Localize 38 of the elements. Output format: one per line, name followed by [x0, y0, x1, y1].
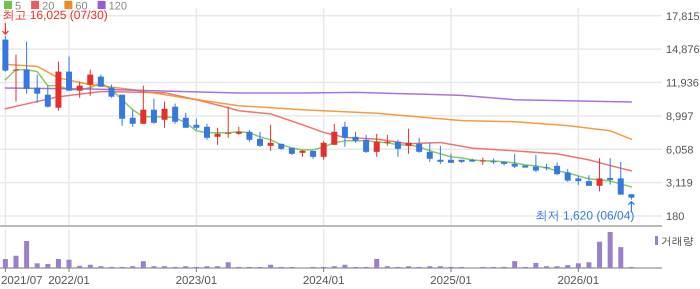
- x-tick-label: 2021/07: [1, 275, 43, 287]
- bar: [45, 264, 50, 268]
- x-tick-label: 2024/01: [302, 275, 344, 287]
- x-tick-label: 2025/01: [430, 275, 472, 287]
- legend-label: 거래량: [661, 236, 694, 248]
- bar: [608, 232, 613, 268]
- y-tick-label: 180: [666, 211, 684, 224]
- annotation: 최저 1,620 (06/04): [536, 208, 634, 223]
- bar: [576, 263, 581, 268]
- y-tick-label: 8,997: [666, 110, 694, 123]
- y-tick-label: 3,119: [666, 178, 693, 190]
- bar: [2, 259, 8, 268]
- bar: [597, 242, 602, 268]
- bar: [66, 260, 72, 268]
- bar: [24, 241, 30, 268]
- bar: [342, 264, 348, 268]
- x-tick-label: 2023/01: [176, 275, 218, 287]
- y-tick-label: 14,876: [666, 44, 700, 56]
- annotation: 최저 1,620 (06/04): [536, 200, 635, 223]
- bar: [140, 261, 146, 268]
- bar: [565, 265, 570, 268]
- y-tick-label: 11,936: [666, 78, 699, 90]
- bar: [533, 262, 538, 268]
- bar: [34, 263, 40, 268]
- bar: [512, 261, 518, 268]
- bar: [226, 262, 231, 268]
- y-tick-label: 6,058: [666, 144, 694, 156]
- bar: [88, 264, 93, 268]
- bar: [586, 262, 592, 268]
- bar: [374, 259, 380, 268]
- y-tick-label: 17,815: [666, 10, 700, 23]
- bar: [268, 264, 274, 268]
- legend-label: 120: [108, 0, 127, 12]
- bar: [56, 259, 61, 268]
- bar: [618, 247, 624, 268]
- bar: [13, 256, 18, 268]
- x-tick-label: 2026/01: [558, 275, 600, 287]
- x-tick-label: 2022/01: [48, 275, 90, 287]
